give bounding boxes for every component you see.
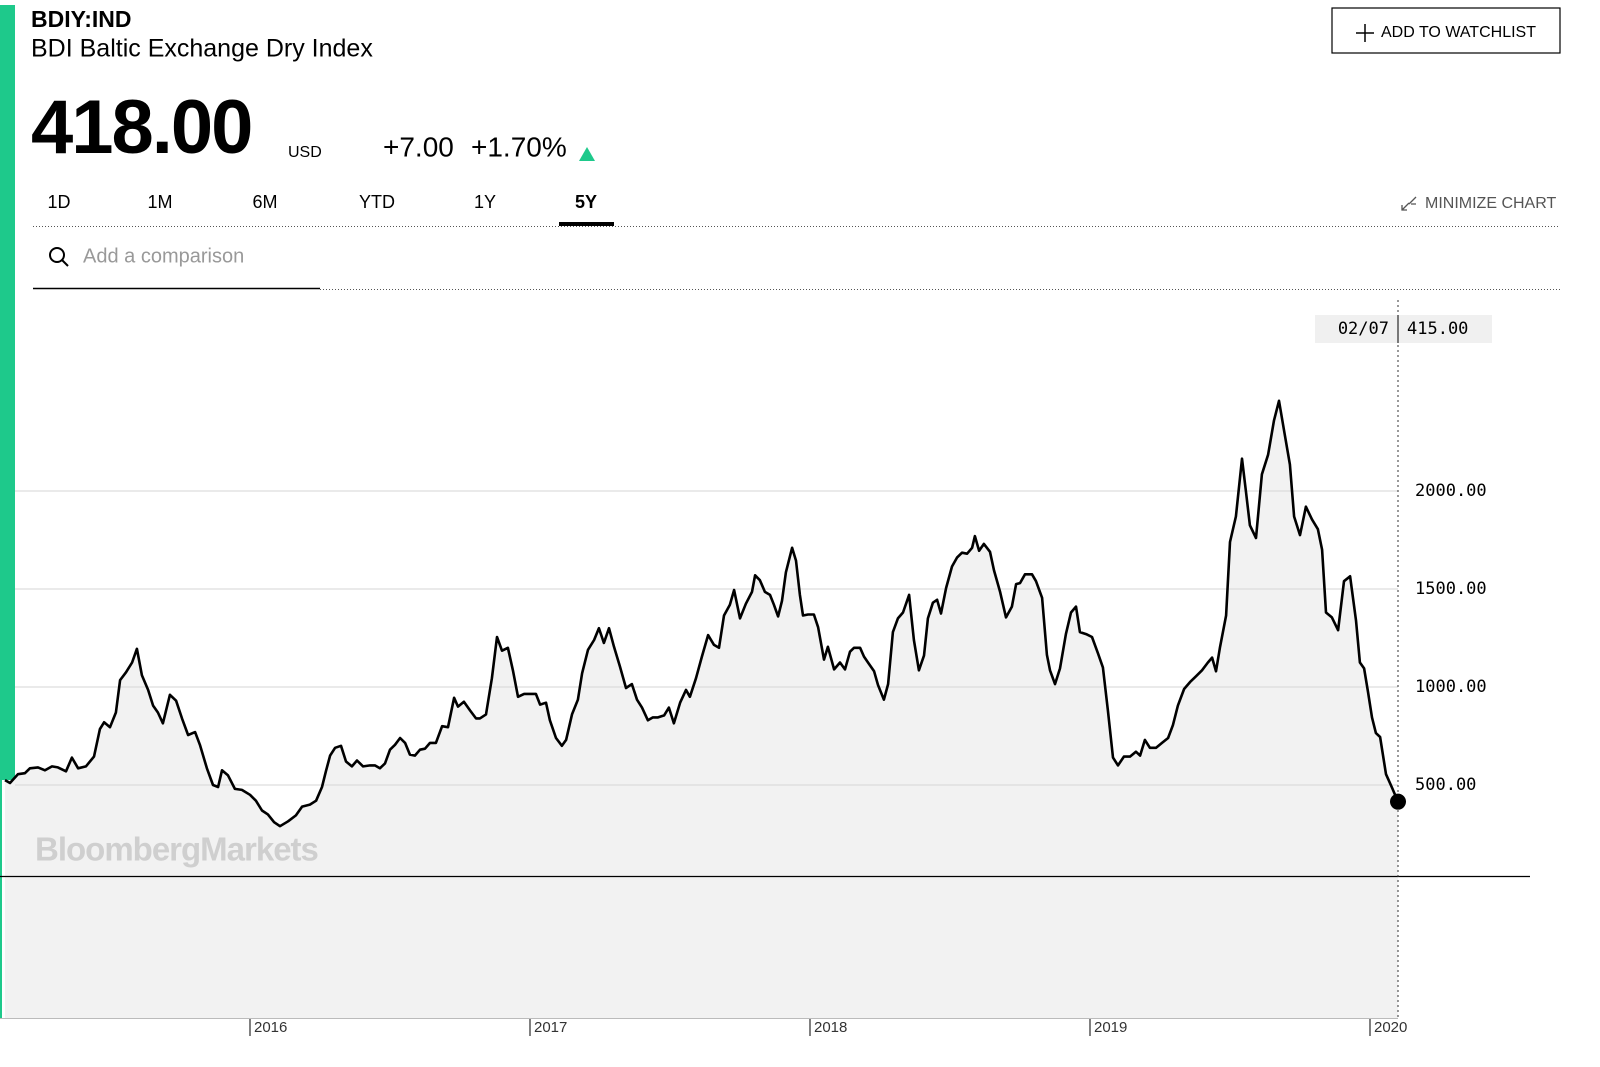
tooltip-date: 02/07 [1338,319,1389,339]
y-tick-label: 2000.00 [1415,481,1487,501]
range-tab[interactable]: 1Y [474,192,496,212]
currency: USD [288,144,322,161]
range-tab[interactable]: YTD [359,192,395,212]
search-icon-handle[interactable] [61,259,69,267]
search-icon[interactable] [49,247,65,263]
range-tab[interactable]: 6M [252,192,277,212]
search-placeholder[interactable]: Add a comparison [83,245,244,267]
tooltip-box [1315,315,1492,343]
change: +7.00 [383,131,454,162]
x-tick-label: 2020 [1374,1019,1407,1036]
y-tick-label: 1500.00 [1415,579,1487,599]
x-tick-label: 2017 [534,1019,567,1036]
price: 418.00 [31,85,251,170]
price-chart: BloombergMarkets 500.00 1000.00 1500.00 2000… [0,300,1530,1036]
tooltip-value: 415.00 [1407,319,1468,339]
up-arrow [579,147,595,161]
area-fill [5,400,1398,1018]
x-tick-label: 2019 [1094,1019,1127,1036]
comparison-search[interactable]: Add a comparison [33,245,320,290]
plus-icon[interactable] [1356,24,1374,42]
accent-bar [0,5,15,780]
y-tick-label: 1000.00 [1415,677,1487,697]
watchlist-button[interactable]: ADD TO WATCHLIST [1331,7,1561,54]
minimize-label[interactable]: MINIMIZE CHART [1425,195,1556,212]
end-point [1390,793,1406,810]
range-tabs: 1D 1M 6M YTD 1Y 5Y [47,192,597,212]
x-tick-label: 2018 [814,1019,847,1036]
ticker: BDIY:IND [31,6,132,32]
y-tick-label: 500.00 [1415,775,1476,795]
minimize-chart[interactable]: MINIMIZE CHART [1401,195,1556,212]
range-tab[interactable]: 1D [47,192,70,212]
change-percent: +1.70% [471,131,567,162]
index-name: BDI Baltic Exchange Dry Index [31,35,373,63]
watermark: BloombergMarkets [35,831,318,868]
range-tab[interactable]: 1M [147,192,172,212]
minimize-icon[interactable] [1401,196,1417,211]
button-frame[interactable] [1331,7,1561,54]
x-tick-label: 2016 [254,1019,287,1036]
button-label[interactable]: ADD TO WATCHLIST [1381,24,1536,41]
range-tab[interactable]: 5Y [575,192,597,212]
price-line [4,399,1400,828]
